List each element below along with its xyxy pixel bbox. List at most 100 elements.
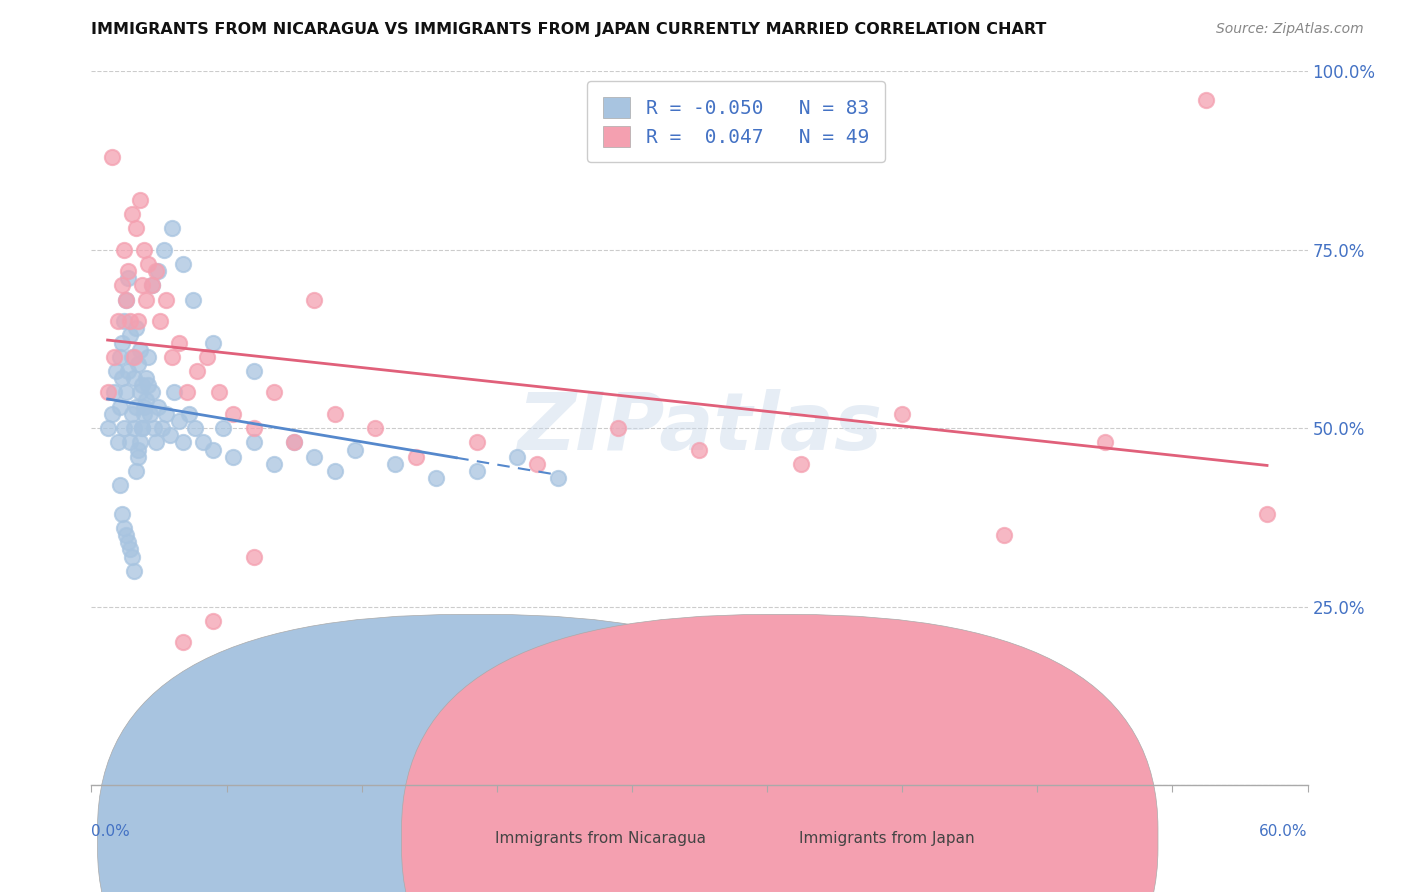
Point [125,321,148,335]
Text: Immigrants from Nicaragua: Immigrants from Nicaragua [495,831,706,846]
Point [127,442,149,457]
Point [132,407,155,421]
Point [103,350,125,364]
Point [304,450,326,464]
Point [108,478,131,492]
Point [115,528,138,542]
Point [465,464,488,478]
Point [547,471,569,485]
Point [143,421,166,435]
Point [607,421,630,435]
Point [136,257,159,271]
Point [97,421,120,435]
Point [148,400,170,414]
Point [129,385,152,400]
Point [121,407,143,421]
Point [184,421,207,435]
Point [155,293,177,307]
Point [117,535,139,549]
Point [136,350,159,364]
Point [139,407,162,421]
Point [148,264,170,278]
Point [132,243,155,257]
Text: IMMIGRANTS FROM NICARAGUA VS IMMIGRANTS FROM JAPAN CURRENTLY MARRIED CORRELATION: IMMIGRANTS FROM NICARAGUA VS IMMIGRANTS … [91,22,1046,37]
Point [131,421,153,435]
Point [242,364,264,378]
Point [172,435,194,450]
Point [172,635,194,649]
Point [122,421,145,435]
Point [100,150,122,164]
Point [506,450,529,464]
Point [283,435,305,450]
Point [181,293,204,307]
Point [118,435,141,450]
Point [125,400,148,414]
Point [129,193,152,207]
Point [122,350,145,364]
Point [118,328,141,343]
Point [127,314,149,328]
Point [191,435,214,450]
Point [242,435,264,450]
Point [117,264,139,278]
Point [111,278,134,293]
Point [343,442,366,457]
Point [162,221,184,235]
Point [122,564,145,578]
Point [117,364,139,378]
Point [111,371,134,385]
Point [163,385,186,400]
Point [118,542,141,557]
Point [1256,507,1278,521]
Point [108,350,131,364]
Point [115,293,138,307]
Text: 60.0%: 60.0% [1260,824,1308,839]
Point [107,314,129,328]
Point [405,450,427,464]
Point [121,207,143,221]
Point [135,371,157,385]
Point [263,457,285,471]
Legend: R = -0.050   N = 83, R =  0.047   N = 49: R = -0.050 N = 83, R = 0.047 N = 49 [588,81,884,162]
Point [115,293,138,307]
Point [100,407,122,421]
Point [150,421,173,435]
Point [202,335,225,350]
Point [129,343,152,357]
FancyBboxPatch shape [402,615,1159,892]
Point [131,378,153,392]
Point [132,400,155,414]
Point [162,350,184,364]
Point [145,435,167,450]
Point [212,421,235,435]
Point [145,264,167,278]
Point [172,257,194,271]
Point [125,221,148,235]
Point [195,350,218,364]
Point [384,457,406,471]
Point [688,442,710,457]
Point [1195,93,1218,107]
Point [364,421,387,435]
Point [97,385,120,400]
Point [136,378,159,392]
Point [304,293,326,307]
Point [283,435,305,450]
Point [167,414,190,428]
Point [112,521,135,535]
Text: 0.0%: 0.0% [91,824,131,839]
Point [323,464,346,478]
Text: Source: ZipAtlas.com: Source: ZipAtlas.com [1216,22,1364,37]
Point [263,385,285,400]
Point [115,385,138,400]
Point [208,385,231,400]
Point [242,549,264,564]
Point [111,335,134,350]
Point [153,243,176,257]
Point [121,350,143,364]
Point [135,392,157,407]
Point [242,421,264,435]
Point [122,371,145,385]
Point [167,335,190,350]
